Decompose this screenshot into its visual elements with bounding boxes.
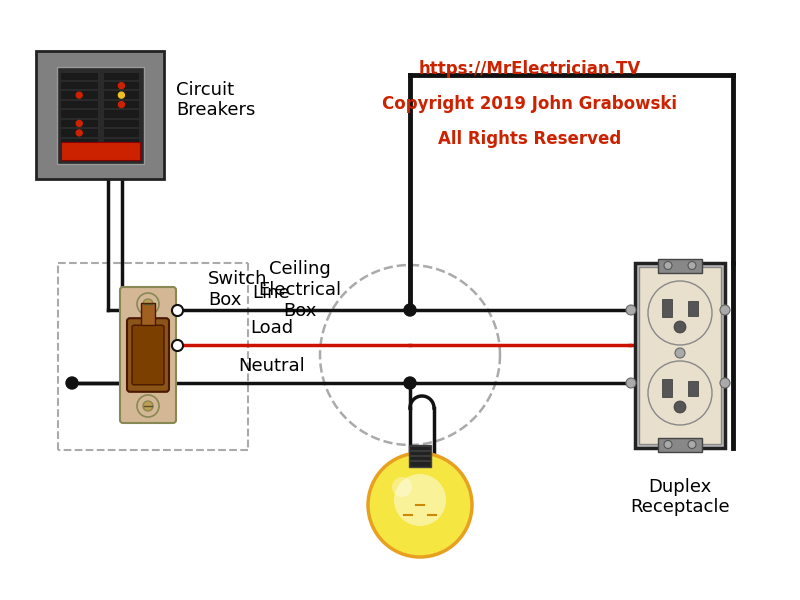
Bar <box>658 437 702 451</box>
FancyBboxPatch shape <box>120 287 176 423</box>
Bar <box>61 148 98 155</box>
Circle shape <box>626 305 636 315</box>
Bar <box>409 455 431 457</box>
Circle shape <box>664 440 672 449</box>
Circle shape <box>76 92 82 98</box>
Bar <box>409 460 431 462</box>
Bar <box>61 142 139 160</box>
Text: Copyright 2019 John Grabowski: Copyright 2019 John Grabowski <box>382 95 678 113</box>
FancyBboxPatch shape <box>132 325 164 385</box>
Bar <box>409 450 431 452</box>
Text: https://MrElectrician.TV: https://MrElectrician.TV <box>419 60 641 78</box>
Bar <box>61 110 98 118</box>
Circle shape <box>674 401 686 413</box>
Bar <box>688 301 698 316</box>
Text: Duplex
Receptacle: Duplex Receptacle <box>630 478 730 516</box>
Circle shape <box>143 299 153 309</box>
Bar <box>688 381 698 396</box>
Circle shape <box>118 83 125 89</box>
Bar <box>36 51 164 179</box>
Circle shape <box>664 262 672 269</box>
Bar <box>662 299 672 317</box>
Circle shape <box>118 92 125 98</box>
Bar <box>409 445 431 467</box>
Circle shape <box>137 293 159 315</box>
Bar <box>635 263 725 448</box>
Bar <box>61 101 98 108</box>
Bar <box>61 120 98 127</box>
Bar <box>104 129 139 137</box>
Circle shape <box>404 377 416 389</box>
Text: Circuit
Breakers: Circuit Breakers <box>176 80 255 119</box>
Bar <box>57 67 143 163</box>
Bar <box>61 139 98 146</box>
Bar <box>658 259 702 272</box>
Bar <box>104 82 139 89</box>
Circle shape <box>143 401 153 411</box>
Circle shape <box>675 348 685 358</box>
Text: Neutral: Neutral <box>238 357 305 375</box>
Circle shape <box>688 440 696 449</box>
Circle shape <box>648 281 712 345</box>
Bar <box>61 91 98 99</box>
FancyBboxPatch shape <box>127 318 169 392</box>
Text: Line: Line <box>253 284 290 302</box>
Circle shape <box>648 361 712 425</box>
Circle shape <box>626 378 636 388</box>
Bar <box>61 73 98 80</box>
Circle shape <box>404 304 416 316</box>
Bar <box>104 101 139 108</box>
Circle shape <box>720 305 730 315</box>
Bar <box>104 120 139 127</box>
Text: Switch
Box: Switch Box <box>208 270 267 309</box>
Circle shape <box>688 262 696 269</box>
Bar <box>61 129 98 137</box>
Bar <box>104 139 139 146</box>
Bar <box>141 303 155 325</box>
Bar <box>409 445 431 447</box>
Text: Load: Load <box>250 319 293 337</box>
Circle shape <box>720 378 730 388</box>
Bar <box>61 82 98 89</box>
Text: All Rights Reserved: All Rights Reserved <box>438 130 622 148</box>
Circle shape <box>394 474 446 526</box>
Circle shape <box>66 377 78 389</box>
Circle shape <box>118 101 125 107</box>
Circle shape <box>674 321 686 333</box>
Bar <box>104 110 139 118</box>
Text: Ceiling
Electrical
Box: Ceiling Electrical Box <box>258 260 342 320</box>
Bar <box>639 266 721 443</box>
Circle shape <box>76 121 82 127</box>
Circle shape <box>76 130 82 136</box>
Bar <box>662 379 672 397</box>
Circle shape <box>392 477 412 497</box>
Circle shape <box>368 453 472 557</box>
Bar <box>104 73 139 80</box>
Bar <box>104 91 139 99</box>
Circle shape <box>137 395 159 417</box>
